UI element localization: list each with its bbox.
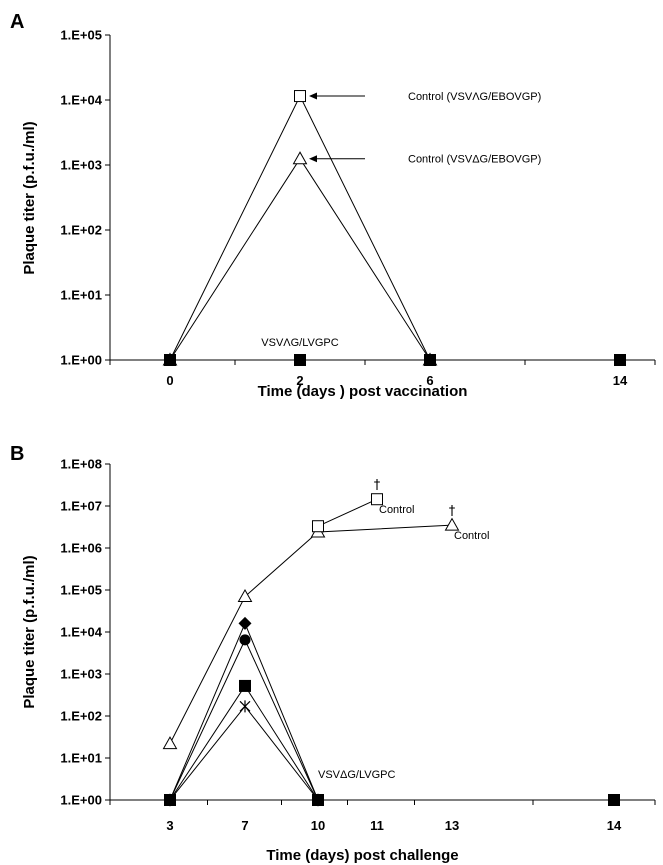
dagger-mark: † [374, 478, 381, 493]
y-tick-label: 1.E+05 [60, 583, 102, 598]
y-tick-label: 1.E+05 [60, 28, 102, 43]
y-tick-label: 1.E+08 [60, 457, 102, 472]
data-point-open-triangle [292, 151, 308, 165]
series-open-square [164, 90, 436, 366]
x-tick-label: 14 [607, 818, 622, 833]
x-tick-label: 13 [445, 818, 459, 833]
data-point-filled-square [294, 354, 306, 366]
x-axis-title: Time (days) post challenge [266, 847, 458, 864]
data-point-star [239, 700, 251, 713]
annotation-arrowhead [309, 155, 317, 163]
series-open-square [312, 493, 383, 533]
series-open-triangle [162, 517, 460, 750]
y-tick-label: 1.E+00 [60, 793, 102, 808]
series-filled-square [164, 354, 626, 366]
y-tick-label: 1.E+01 [60, 751, 102, 766]
series-line [169, 94, 431, 361]
annotation-label: Control [454, 530, 489, 542]
series-line [169, 157, 431, 361]
y-tick-label: 1.E+04 [60, 625, 102, 640]
y-tick-label: 1.E+04 [60, 93, 102, 108]
annotation-label: Control (VSVΛG/EBOVGP) [408, 91, 541, 103]
series-line [317, 498, 378, 527]
data-point-filled-square [424, 354, 436, 366]
x-tick-label: 7 [241, 818, 248, 833]
y-axis-title: Plaque titer (p.f.u./ml) [21, 555, 38, 708]
series-line [169, 638, 319, 801]
series-line [169, 524, 453, 744]
data-point-filled-square [614, 354, 626, 366]
data-point-open-triangle [162, 736, 178, 750]
data-point-open-square [312, 520, 324, 533]
annotation-label: Control [379, 504, 414, 516]
series-star [164, 700, 324, 806]
series-filled-square [164, 679, 620, 806]
y-axis-title: Plaque titer (p.f.u./ml) [21, 121, 38, 274]
data-point-filled-square [239, 679, 251, 692]
y-tick-label: 1.E+03 [60, 158, 102, 173]
y-tick-label: 1.E+03 [60, 667, 102, 682]
x-tick-label: 0 [166, 373, 173, 388]
panel-letter: A [10, 11, 24, 33]
dagger-mark: † [449, 504, 456, 519]
series-line [169, 685, 614, 801]
y-tick-label: 1.E+00 [60, 353, 102, 368]
data-point-open-square [294, 90, 306, 103]
data-point-filled-circle [239, 634, 251, 646]
y-tick-label: 1.E+02 [60, 223, 102, 238]
data-point-open-triangle [444, 517, 460, 531]
x-axis-title: Time (days ) post vaccination [258, 383, 468, 400]
x-tick-label: 2 [296, 373, 303, 388]
panel-letter: B [10, 443, 24, 465]
y-tick-label: 1.E+01 [60, 288, 102, 303]
x-tick-label: 10 [311, 818, 325, 833]
data-point-open-square [371, 493, 383, 506]
series-line [169, 622, 319, 801]
x-tick-label: 14 [613, 373, 628, 388]
data-point-star [312, 794, 324, 806]
x-tick-label: 3 [166, 818, 173, 833]
x-tick-label: 11 [370, 818, 384, 833]
y-tick-label: 1.E+07 [60, 499, 102, 514]
x-tick-label: 6 [426, 373, 433, 388]
annotation-label: VSVΔG/LVGPC [318, 769, 396, 781]
annotation-label: Control (VSVΔG/EBOVGP) [408, 154, 541, 166]
data-point-open-triangle [237, 588, 253, 603]
data-point-star [164, 794, 176, 806]
y-tick-label: 1.E+06 [60, 541, 102, 556]
data-point-filled-square [608, 794, 620, 806]
series-open-triangle [162, 151, 438, 366]
data-point-filled-square [164, 354, 176, 366]
data-point-filled-diamond [238, 616, 252, 630]
annotation-arrowhead [309, 92, 317, 100]
annotation-label: VSVΛG/LVGPC [261, 337, 339, 349]
y-tick-label: 1.E+02 [60, 709, 102, 724]
series-filled-circle [164, 634, 324, 806]
